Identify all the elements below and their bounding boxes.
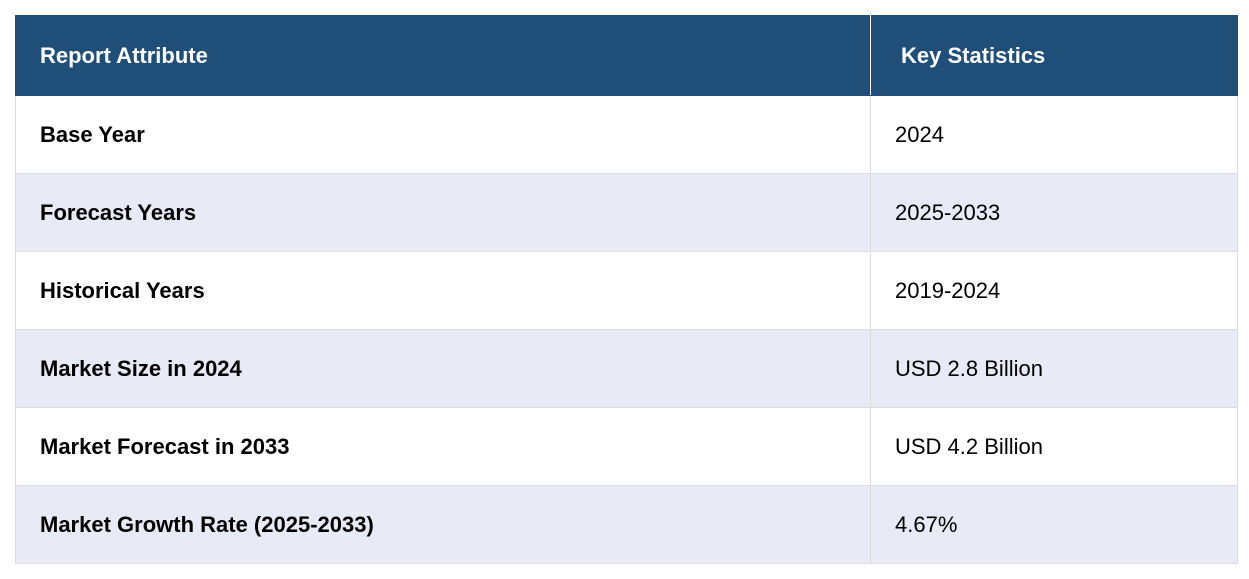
table-row: Base Year 2024	[15, 95, 1238, 174]
row-attribute: Forecast Years	[15, 173, 871, 252]
row-value: 2019-2024	[870, 251, 1238, 330]
row-value: 4.67%	[870, 485, 1238, 564]
row-attribute: Historical Years	[15, 251, 871, 330]
table-row: Forecast Years 2025-2033	[15, 173, 1238, 252]
table-row: Market Size in 2024 USD 2.8 Billion	[15, 329, 1238, 408]
table-row: Market Growth Rate (2025-2033) 4.67%	[15, 485, 1238, 564]
row-attribute: Base Year	[15, 95, 871, 174]
report-table: Report Attribute Key Statistics Base Yea…	[15, 15, 1238, 564]
column-header-attribute: Report Attribute	[15, 15, 871, 96]
table-header-row: Report Attribute Key Statistics	[15, 15, 1238, 96]
row-attribute: Market Forecast in 2033	[15, 407, 871, 486]
row-value: USD 2.8 Billion	[870, 329, 1238, 408]
row-value: 2025-2033	[870, 173, 1238, 252]
row-attribute: Market Growth Rate (2025-2033)	[15, 485, 871, 564]
row-value: 2024	[870, 95, 1238, 174]
column-header-statistics: Key Statistics	[870, 15, 1238, 96]
table-row: Market Forecast in 2033 USD 4.2 Billion	[15, 407, 1238, 486]
table-row: Historical Years 2019-2024	[15, 251, 1238, 330]
row-value: USD 4.2 Billion	[870, 407, 1238, 486]
row-attribute: Market Size in 2024	[15, 329, 871, 408]
